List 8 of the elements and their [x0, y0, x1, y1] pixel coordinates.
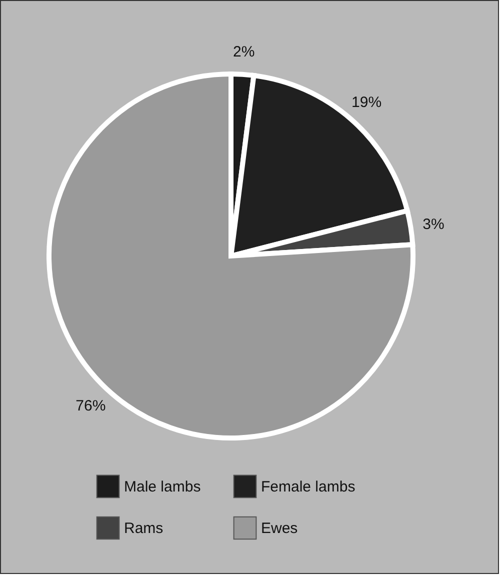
data-label: 19%: [352, 94, 382, 112]
legend-label: Female lambs: [261, 478, 356, 496]
data-label: 76%: [76, 397, 106, 414]
data-label: 2%: [233, 43, 255, 60]
legend-label: Male lambs: [124, 478, 201, 496]
legend-label: Rams: [124, 520, 164, 537]
legend-label: Ewes: [261, 520, 298, 537]
data-label: 3%: [422, 216, 444, 233]
